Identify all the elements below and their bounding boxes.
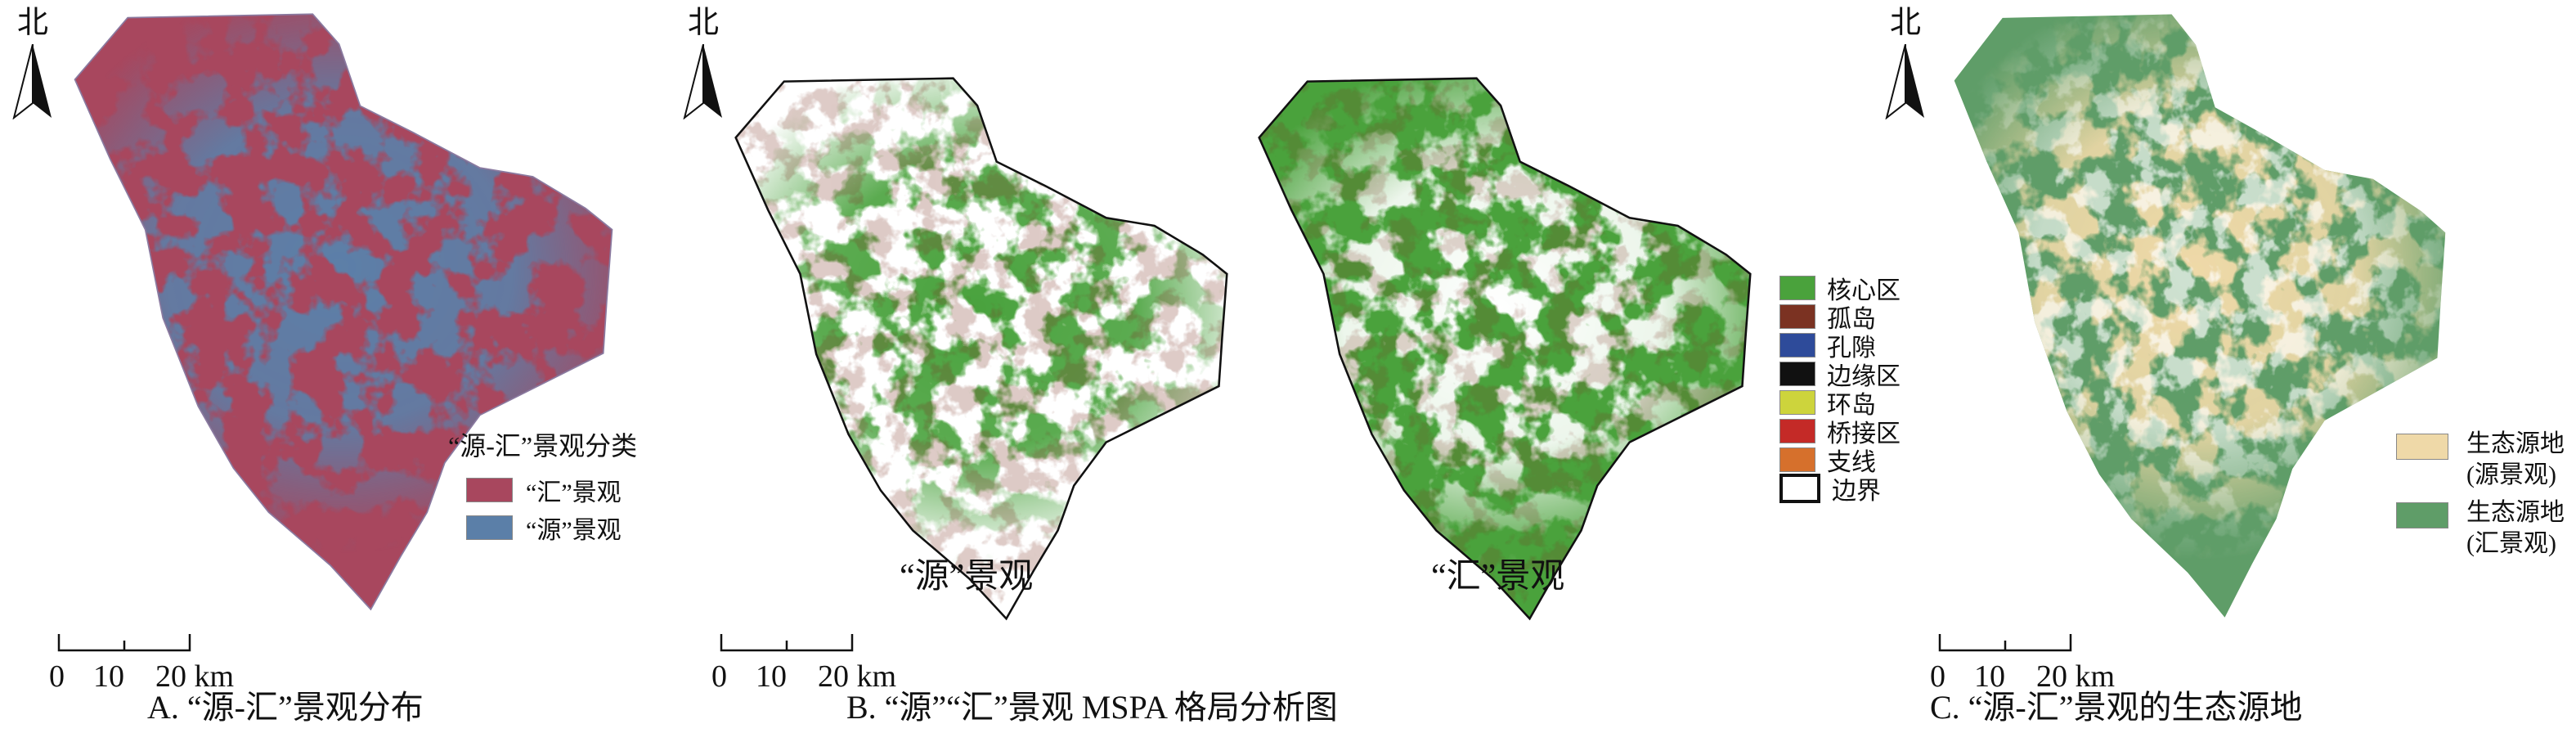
swatch <box>466 478 513 502</box>
map-mspa-source <box>734 77 1228 620</box>
north-arrow-icon <box>1886 44 1925 119</box>
legend-label: 生态源地 <box>2466 430 2565 457</box>
scale-label: 20 km <box>155 659 235 694</box>
map-label-sink: “汇”景观 <box>1431 558 1565 596</box>
swatch <box>2396 434 2448 460</box>
legend-item-mspa: 边缘区 <box>1779 359 1901 390</box>
legend-title: “源-汇”景观分类 <box>448 431 638 461</box>
swatch <box>1779 275 1815 300</box>
scale-bar-c: 0 10 20 km <box>1930 626 2115 708</box>
scale-label: 10 <box>1974 659 2005 694</box>
swatch <box>1779 332 1815 358</box>
map-mspa-sink <box>1258 77 1752 620</box>
legend-c: 生态源地 (源景观) 生态源地 (汇景观) <box>2396 429 2565 566</box>
north-arrow-a: 北 <box>4 7 61 119</box>
legend-sublabel: (汇景观) <box>2466 530 2556 557</box>
swatch <box>1779 447 1815 472</box>
legend-b: 核心区 孤岛 孔隙 边缘区 环岛 桥接区 支线 边界 <box>1779 273 1901 505</box>
swatch <box>1779 304 1815 329</box>
swatch <box>2396 502 2448 528</box>
legend-item-mspa: 核心区 <box>1779 273 1901 304</box>
scale-label: 0 <box>711 659 727 694</box>
scale-label: 10 <box>756 659 787 694</box>
scale-label: 0 <box>1930 659 1945 694</box>
legend-item-mspa: 边界 <box>1779 473 1901 505</box>
swatch <box>1779 389 1815 415</box>
legend-item-mspa: 孤岛 <box>1779 302 1901 333</box>
legend-label: “汇”景观 <box>526 479 622 506</box>
legend-item-sink: “汇”景观 <box>466 471 637 509</box>
legend-a: “源-汇”景观分类 “汇”景观 “源”景观 <box>448 425 637 546</box>
legend-label: 生态源地 <box>2466 499 2565 526</box>
north-arrow-b: 北 <box>675 7 732 119</box>
map-label-source: “源”景观 <box>900 558 1034 596</box>
map-ecological-sources <box>1954 14 2446 618</box>
legend-item-mspa: 支线 <box>1779 445 1901 476</box>
legend-sublabel: (源景观) <box>2466 461 2556 488</box>
legend-label: 孤岛 <box>1827 305 1876 333</box>
swatch <box>1779 361 1815 386</box>
caption-b: B. “源”“汇”景观 MSPA 格局分析图 <box>846 689 1338 726</box>
legend-label: 支线 <box>1827 448 1876 476</box>
north-label: 北 <box>1889 6 1921 40</box>
caption-c: C. “源-汇”景观的生态源地 <box>1930 689 2303 726</box>
legend-label: 孔隙 <box>1827 334 1876 362</box>
caption-a: A. “源-汇”景观分布 <box>147 689 424 726</box>
legend-item-mspa: 环岛 <box>1779 388 1901 419</box>
legend-label: 边界 <box>1832 477 1881 505</box>
north-arrow-c: 北 <box>1877 7 1934 119</box>
north-label: 北 <box>687 6 719 40</box>
north-arrow-icon <box>684 44 723 119</box>
scale-bar-b: 0 10 20 km <box>711 626 896 708</box>
legend-label: 桥接区 <box>1827 420 1901 447</box>
legend-label: 环岛 <box>1827 391 1876 419</box>
north-label: 北 <box>16 6 48 40</box>
map-source-sink-distribution <box>74 13 613 610</box>
legend-label: 边缘区 <box>1827 362 1901 390</box>
legend-label: “源”景观 <box>526 517 622 544</box>
scale-bar-a: 0 10 20 km <box>49 626 234 708</box>
scale-label: 20 km <box>818 659 897 694</box>
legend-label: 核心区 <box>1827 277 1901 304</box>
legend-item-mspa: 桥接区 <box>1779 416 1901 447</box>
swatch <box>1779 418 1815 443</box>
legend-item-source: “源”景观 <box>466 509 637 546</box>
legend-item-source-landscape: 生态源地 (源景观) <box>2396 429 2565 497</box>
scale-label: 20 km <box>2036 659 2116 694</box>
scale-label: 0 <box>49 659 65 694</box>
swatch <box>1779 473 1820 503</box>
scale-label: 10 <box>93 659 124 694</box>
legend-item-sink-landscape: 生态源地 (汇景观) <box>2396 497 2565 566</box>
north-arrow-icon <box>13 44 52 119</box>
swatch <box>466 515 513 540</box>
legend-item-mspa: 孔隙 <box>1779 331 1901 362</box>
